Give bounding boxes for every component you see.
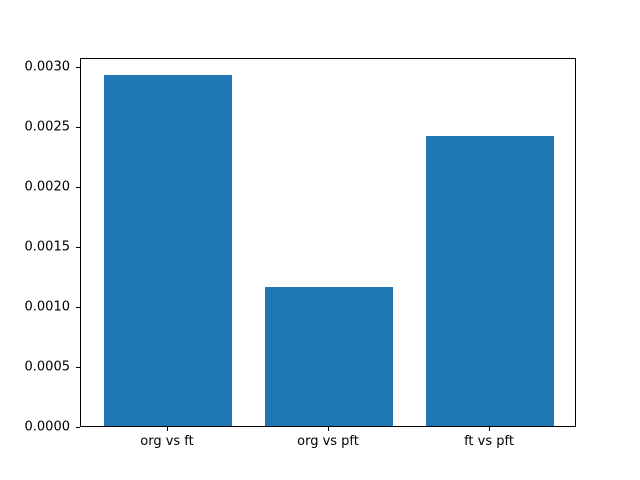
x-tick-mark	[489, 427, 490, 431]
y-tick-mark	[76, 127, 80, 129]
y-tick-label: 0.0010	[24, 299, 71, 315]
bar-ft-vs-pft	[425, 135, 555, 426]
y-tick-label: 0.0005	[24, 359, 71, 375]
y-tick-mark	[76, 307, 80, 309]
bar-org-vs-ft	[103, 74, 233, 426]
y-tick-label: 0.0025	[24, 119, 71, 135]
y-tick-label: 0.0000	[24, 419, 71, 435]
bar-org-vs-pft	[264, 286, 394, 426]
plot-area	[80, 58, 576, 427]
y-tick-label: 0.0030	[24, 59, 71, 75]
y-tick-mark	[76, 187, 80, 189]
x-tick-mark	[328, 427, 329, 431]
x-tick-label: org vs ft	[140, 434, 194, 449]
x-tick-label: ft vs pft	[464, 434, 514, 449]
y-tick-mark	[76, 67, 80, 69]
x-tick-label: org vs pft	[297, 434, 359, 449]
y-tick-label: 0.0020	[24, 179, 71, 195]
y-tick-mark	[76, 427, 80, 428]
y-tick-mark	[76, 367, 80, 368]
y-tick-mark	[76, 247, 80, 249]
y-tick-label: 0.0015	[24, 239, 71, 255]
x-tick-mark	[167, 427, 168, 431]
